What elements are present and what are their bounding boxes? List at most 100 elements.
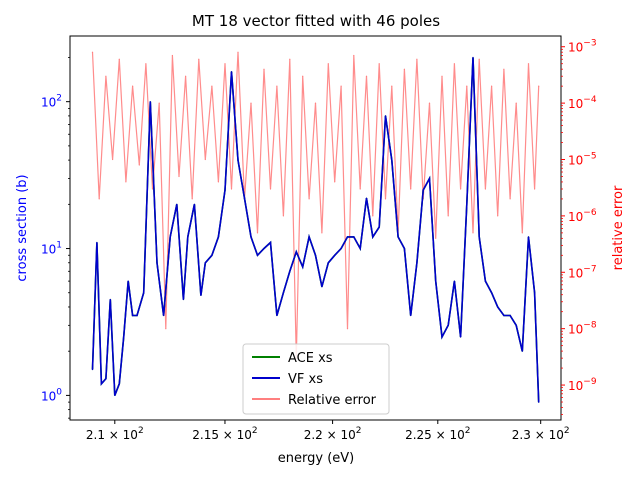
data-point-relative-error	[91, 51, 94, 53]
data-point-relative-error	[447, 215, 449, 217]
x-tick-label: 2.1 × 102	[86, 426, 144, 442]
y-right-tick-label-exponent: −8	[583, 321, 597, 331]
data-point-vf-xs	[217, 236, 219, 238]
data-point-relative-error	[372, 215, 374, 217]
data-point-vf-xs	[187, 236, 189, 238]
data-point-vf-xs	[365, 197, 368, 199]
series-vf-xs	[91, 56, 540, 403]
x-tick-label: 2.25 × 102	[405, 426, 470, 442]
data-point-relative-error	[112, 158, 114, 161]
data-point-relative-error	[178, 175, 180, 178]
y-right-tick-label-exponent: −5	[583, 152, 596, 162]
plot-frame	[69, 35, 562, 421]
data-point-relative-error	[204, 158, 206, 161]
data-point-relative-error	[250, 102, 252, 104]
data-point-relative-error	[453, 63, 455, 65]
y-right-tick-label: 10−6	[568, 208, 597, 224]
data-point-vf-xs	[497, 306, 499, 308]
x-axis: 2.1 × 102 2.15 × 102 2.2 × 102 2.25 × 102 2.…	[86, 420, 570, 442]
data-point-vf-xs	[353, 236, 355, 238]
data-point-relative-error	[435, 237, 437, 239]
data-point-vf-xs	[460, 336, 462, 338]
data-point-relative-error	[410, 188, 412, 190]
data-point-vf-xs	[484, 280, 486, 282]
x-tick-label-exponent: 2	[138, 426, 144, 436]
data-point-vf-xs	[416, 262, 418, 264]
y-left-tick-label: 101	[41, 241, 62, 257]
data-point-vf-xs	[109, 298, 111, 301]
data-point-relative-error	[302, 75, 304, 77]
data-point-relative-error	[503, 68, 505, 70]
data-point-relative-error	[441, 75, 443, 77]
x-tick-label-base: 2.25 × 10	[405, 428, 465, 442]
data-point-vf-xs	[302, 266, 304, 268]
data-point-relative-error	[314, 102, 317, 104]
data-point-vf-xs	[200, 294, 202, 296]
data-point-vf-xs	[346, 236, 349, 238]
y-right-tick-label-base: 10	[568, 323, 583, 337]
data-point-relative-error	[534, 188, 536, 190]
data-point-relative-error	[171, 54, 173, 57]
data-point-vf-xs	[410, 314, 412, 317]
data-point-vf-xs	[143, 292, 145, 294]
data-point-vf-xs	[334, 254, 336, 256]
data-point-relative-error	[384, 198, 387, 200]
data-point-relative-error	[340, 85, 342, 87]
x-tick-label-base: 2.15 × 10	[192, 428, 252, 442]
data-point-vf-xs	[422, 189, 424, 191]
data-point-relative-error	[359, 188, 361, 190]
data-point-vf-xs	[263, 247, 265, 250]
data-point-vf-xs	[403, 247, 405, 250]
data-point-vf-xs	[256, 254, 259, 256]
data-point-relative-error	[118, 58, 120, 60]
data-point-vf-xs	[243, 197, 246, 199]
y-left-tick-label: 100	[41, 387, 62, 403]
data-point-vf-xs	[96, 241, 98, 244]
data-point-vf-xs	[478, 236, 480, 238]
data-point-vf-xs	[428, 177, 431, 180]
data-point-relative-error	[308, 198, 310, 200]
data-point-relative-error	[105, 75, 107, 77]
data-point-relative-error	[224, 63, 226, 65]
data-point-vf-xs	[91, 368, 94, 371]
data-point-vf-xs	[182, 298, 184, 301]
data-point-vf-xs	[509, 314, 511, 317]
data-point-vf-xs	[503, 314, 505, 317]
y-right-tick-label-base: 10	[568, 266, 583, 280]
y-right-tick-label: 10−3	[568, 39, 597, 55]
data-point-vf-xs	[491, 292, 493, 294]
data-point-relative-error	[191, 198, 193, 200]
y-left-tick-label-base: 10	[41, 389, 56, 403]
data-point-vf-xs	[105, 378, 107, 380]
x-tick-label-base: 2.1 × 10	[86, 428, 138, 442]
data-point-vf-xs	[397, 236, 399, 238]
data-point-relative-error	[497, 215, 499, 217]
data-point-relative-error	[185, 75, 187, 77]
data-point-vf-xs	[466, 203, 468, 205]
data-point-vf-xs	[132, 314, 134, 317]
data-point-relative-error	[521, 232, 523, 234]
data-point-vf-xs	[118, 383, 120, 385]
data-point-relative-error	[217, 181, 219, 183]
x-tick-label: 2.3 × 102	[512, 426, 570, 442]
y-right-tick-label: 10−5	[568, 152, 597, 168]
data-point-vf-xs	[435, 280, 437, 282]
y-axis-left-label: cross section (b)	[15, 174, 30, 281]
data-point-relative-error	[391, 85, 393, 87]
data-point-vf-xs	[282, 292, 284, 294]
data-point-relative-error	[256, 232, 259, 234]
data-point-vf-xs	[384, 115, 387, 117]
data-point-relative-error	[509, 198, 511, 200]
x-tick-label: 2.15 × 102	[192, 426, 257, 442]
x-tick-label-base: 2.3 × 10	[512, 428, 564, 442]
y-right-tick-label-exponent: −6	[583, 208, 597, 218]
data-point-relative-error	[478, 58, 480, 60]
data-point-relative-error	[276, 85, 278, 87]
data-point-relative-error	[165, 328, 167, 330]
data-point-vf-xs	[163, 314, 165, 317]
data-point-relative-error	[282, 215, 284, 217]
data-point-relative-error	[365, 75, 368, 77]
data-point-vf-xs	[204, 262, 206, 264]
y-axis-right-label: relative error	[611, 185, 626, 270]
data-point-vf-xs	[230, 71, 233, 73]
